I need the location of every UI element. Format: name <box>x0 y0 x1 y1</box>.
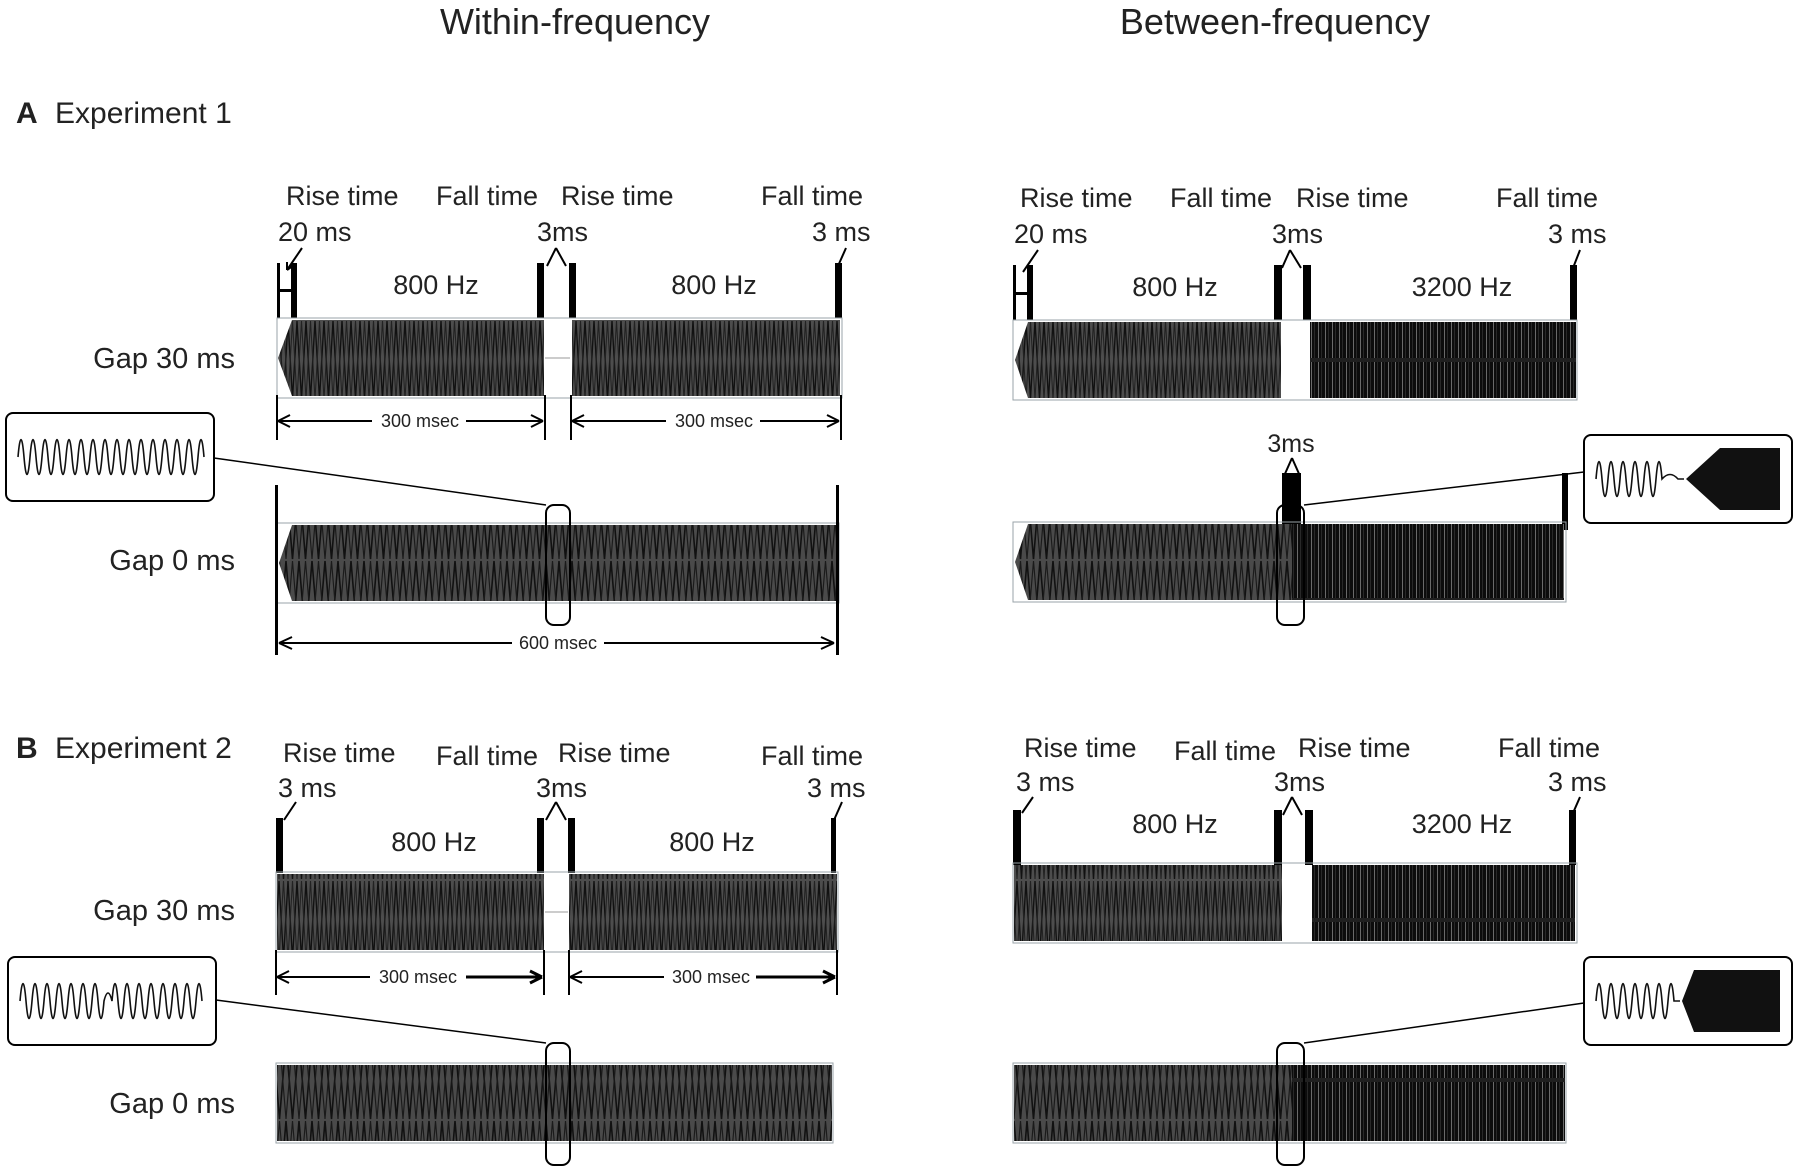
zoom-region-marker <box>1276 504 1305 626</box>
panel-b: B Experiment 2 Rise time Fall time Rise … <box>7 732 1793 1166</box>
fall-time-label: Fall time <box>1170 183 1272 213</box>
frequency-label: 800 Hz <box>1132 272 1218 302</box>
tone-segment <box>279 525 838 601</box>
zoom-region-marker <box>545 504 571 626</box>
ramp-label: 3ms <box>1267 430 1314 458</box>
panel-a: A Experiment 1 Rise time Fall time Rise … <box>5 97 1793 655</box>
frequency-label: 3200 Hz <box>1412 809 1513 839</box>
b-between-gap30: Rise time Fall time Rise time Fall time … <box>1012 733 1607 944</box>
rise-time-label: Rise time <box>1020 183 1133 213</box>
zoom-region-marker <box>1276 1042 1305 1166</box>
duration-label: 300 msec <box>379 967 457 987</box>
fall-time-label: Fall time <box>1498 733 1600 763</box>
fall-time-label: Fall time <box>761 181 863 211</box>
zoom-waveform <box>1595 982 1680 1020</box>
a-within-gap0: 600 msec <box>5 412 840 655</box>
rise-time-value: 3 ms <box>1016 767 1075 797</box>
rise-time-label: Rise time <box>1298 733 1411 763</box>
zoom-inset <box>5 412 215 502</box>
fall-time-value: 3 ms <box>812 217 871 247</box>
rise-time-value: 20 ms <box>1014 219 1088 249</box>
rise-time-label: Rise time <box>558 738 671 768</box>
fall-time-label: Fall time <box>436 741 538 771</box>
fall-time-value: 3ms <box>1274 767 1325 797</box>
fall-time-value: 3 ms <box>807 773 866 803</box>
gap0-label: Gap 0 ms <box>109 1088 235 1120</box>
zoom-waveform <box>17 438 205 476</box>
frequency-label: 800 Hz <box>1132 809 1218 839</box>
tone-segment <box>278 320 544 396</box>
b-within-gap0 <box>7 956 834 1166</box>
duration-label: 300 msec <box>675 411 753 431</box>
zoom-waveform <box>1595 460 1684 498</box>
tone-segment <box>1014 1065 1292 1141</box>
fall-time-label: Fall time <box>761 741 863 771</box>
frequency-label: 800 Hz <box>393 270 479 300</box>
tone-segment <box>569 874 837 950</box>
tone-segment <box>1310 322 1576 398</box>
fall-time-label: Fall time <box>1174 736 1276 766</box>
gap30-label: Gap 30 ms <box>93 343 235 375</box>
rise-time-label: Rise time <box>283 738 396 768</box>
rise-time-label: Rise time <box>1024 733 1137 763</box>
panel-b-title: Experiment 2 <box>55 732 232 765</box>
tone-segment <box>1015 322 1281 398</box>
rise-time-value: 20 ms <box>278 217 352 247</box>
frequency-label: 800 Hz <box>671 270 757 300</box>
tone-segment <box>277 874 544 950</box>
a-within-gap30: Rise time Fall time Rise time Fall time … <box>276 181 871 440</box>
duration-label: 600 msec <box>519 633 597 653</box>
tone-segment <box>1292 524 1564 600</box>
tone-segment <box>1312 865 1575 941</box>
fall-time-label: Fall time <box>436 181 538 211</box>
within-frequency-header: Within-frequency <box>440 1 710 42</box>
panel-b-letter: B <box>16 732 38 765</box>
tone-segment <box>1014 865 1282 941</box>
panel-a-title: Experiment 1 <box>55 97 232 130</box>
tone-segment <box>572 320 840 396</box>
rise-time-label: Rise time <box>286 181 399 211</box>
rise-time-label: Rise time <box>561 181 674 211</box>
fall-time-value: 3 ms <box>1548 767 1607 797</box>
gap0-label: Gap 0 ms <box>109 545 235 577</box>
panel-a-letter: A <box>16 97 38 130</box>
fall-time-value: 3ms <box>1272 219 1323 249</box>
zoom-region-marker <box>545 1042 571 1166</box>
gap30-label: Gap 30 ms <box>93 895 235 927</box>
fall-time-value: 3ms <box>536 773 587 803</box>
a-between-gap30: Rise time Fall time Rise time Fall time … <box>1012 183 1607 401</box>
b-between-gap0 <box>1012 956 1793 1166</box>
between-frequency-header: Between-frequency <box>1120 1 1430 42</box>
fall-time-value: 3 ms <box>1548 219 1607 249</box>
tone-segment <box>1015 524 1292 600</box>
tone-segment <box>277 1065 832 1141</box>
a-between-gap0: 3ms <box>1012 430 1793 626</box>
tone-segment <box>1292 1065 1565 1141</box>
rise-time-label: Rise time <box>1296 183 1409 213</box>
fall-time-label: Fall time <box>1496 183 1598 213</box>
duration-label: 300 msec <box>381 411 459 431</box>
frequency-label: 3200 Hz <box>1412 272 1513 302</box>
frequency-label: 800 Hz <box>669 827 755 857</box>
fall-time-value: 3ms <box>537 217 588 247</box>
zoom-waveform <box>19 982 203 1020</box>
frequency-label: 800 Hz <box>391 827 477 857</box>
duration-label: 300 msec <box>672 967 750 987</box>
rise-time-value: 3 ms <box>278 773 337 803</box>
b-within-gap30: Rise time Fall time Rise time Fall time … <box>275 738 866 995</box>
